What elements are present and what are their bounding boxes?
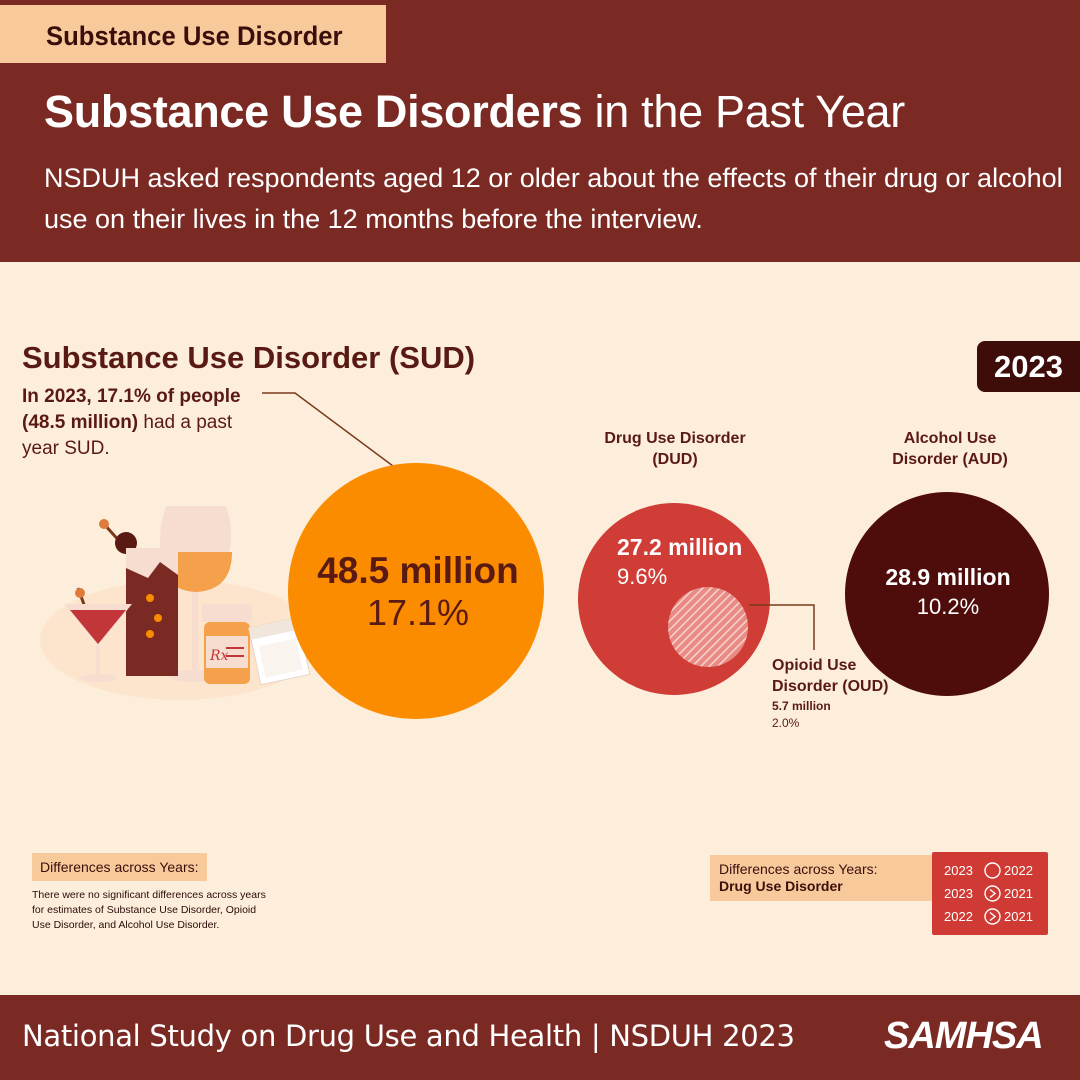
sud-description-rest: had a past year SUD. xyxy=(22,412,233,459)
comparison-year-b: 2021 xyxy=(1004,909,1033,924)
sud-leader-line xyxy=(262,392,394,467)
comparison-year-b: 2022 xyxy=(1004,863,1033,878)
no-difference-circle-icon xyxy=(984,862,1001,879)
svg-text:Rx: Rx xyxy=(209,648,229,664)
differences-note-left-heading: Differences across Years: xyxy=(32,853,207,881)
comparison-year-a: 2022 xyxy=(944,909,973,924)
category-tag: Substance Use Disorder xyxy=(0,5,386,63)
dud-circle xyxy=(578,503,770,695)
dud-value: 27.2 million xyxy=(617,534,743,560)
differences-note-right-heading: Differences across Years: Drug Use Disor… xyxy=(710,855,932,901)
dud-percent: 9.6% xyxy=(617,564,668,589)
differences-note-left-text: There were no significant differences ac… xyxy=(32,889,266,931)
differences-right-title: Differences across Years: xyxy=(719,861,878,877)
greater-than-circle-icon xyxy=(984,885,1001,902)
oud-percent: 2.0% xyxy=(772,716,800,730)
differences-right-subtitle: Drug Use Disorder xyxy=(719,878,843,894)
footer-text: National Study on Drug Use and Health | … xyxy=(22,1019,795,1053)
comparison-year-a: 2023 xyxy=(944,886,973,901)
year-comparison-box: 2023 2022 2023 2021 2022 2021 xyxy=(932,852,1048,935)
oud-value: 5.7 million xyxy=(772,699,831,713)
footer-bar: National Study on Drug Use and Health | … xyxy=(0,995,1080,1080)
oud-leader-line xyxy=(749,604,815,650)
oud-label: Opioid Use Disorder (OUD) xyxy=(772,655,892,697)
sud-description: In 2023, 17.1% of people (48.5 million) … xyxy=(22,384,272,462)
dud-label: Drug Use Disorder (DUD) xyxy=(604,430,746,468)
substances-illustration-icon: Rx xyxy=(40,506,320,700)
oud-label-text: Opioid Use Disorder (OUD) xyxy=(772,657,889,695)
comparison-year-a: 2023 xyxy=(944,863,973,878)
aud-value: 28.9 million xyxy=(885,564,1011,590)
comparison-year-b: 2021 xyxy=(1004,886,1033,901)
greater-than-circle-icon xyxy=(984,908,1001,925)
differences-note-left: Differences across Years: There were no … xyxy=(32,853,272,933)
sud-heading: Substance Use Disorder (SUD) xyxy=(22,340,476,375)
sud-percent: 17.1% xyxy=(366,592,470,633)
sud-description-bold: In 2023, 17.1% of people (48.5 million) xyxy=(22,386,241,433)
aud-percent: 10.2% xyxy=(916,594,980,619)
header-banner: Substance Use Disorder Substance Use Dis… xyxy=(0,0,1080,262)
aud-circle xyxy=(845,492,1049,696)
category-tag-label: Substance Use Disorder xyxy=(46,21,343,51)
title-regular: in the Past Year xyxy=(582,86,906,137)
sud-value: 48.5 million xyxy=(317,550,519,591)
samhsa-logo: SAMHSA xyxy=(884,1015,1044,1057)
aud-label: Alcohol Use Disorder (AUD) xyxy=(892,430,1008,468)
page-subtitle: NSDUH asked respondents aged 12 or older… xyxy=(44,163,1063,234)
page-title: Substance Use Disorders in the Past Year xyxy=(44,86,905,138)
sud-circle xyxy=(288,463,544,719)
title-bold: Substance Use Disorders xyxy=(44,86,583,137)
oud-circle xyxy=(668,587,748,667)
year-badge: 2023 xyxy=(977,341,1080,392)
